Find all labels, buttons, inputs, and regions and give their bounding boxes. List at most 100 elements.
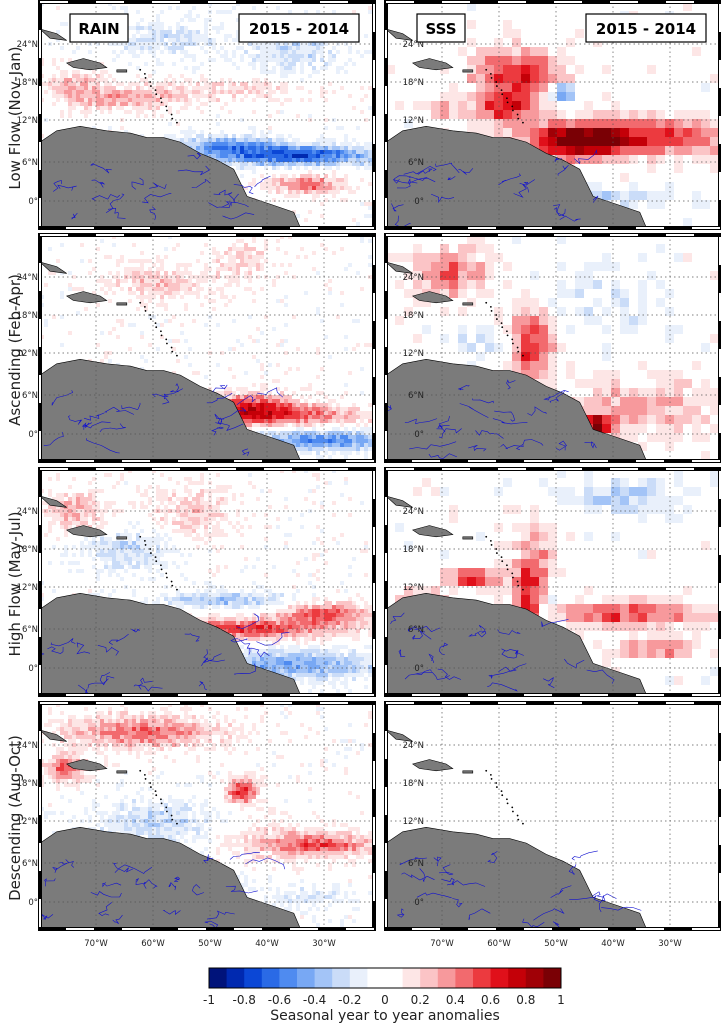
anomaly-cell: [276, 62, 280, 66]
anomaly-cell: [300, 435, 304, 439]
anomaly-cell: [108, 98, 112, 102]
anomaly-cell: [620, 307, 629, 316]
puerto-rico-land: [462, 302, 474, 306]
anomaly-cell: [288, 605, 292, 609]
anomaly-cell: [320, 419, 324, 423]
anomaly-cell: [248, 182, 252, 186]
anomaly-cell: [344, 267, 348, 271]
anomaly-cell: [521, 119, 530, 128]
anomaly-cell: [494, 56, 503, 65]
anomaly-cell: [308, 573, 312, 577]
anomaly-cell: [300, 451, 304, 455]
island-dot: [489, 305, 492, 308]
anomaly-cell: [296, 54, 300, 58]
anomaly-cell: [72, 493, 76, 497]
anomaly-cell: [272, 50, 276, 54]
anomaly-cell: [422, 253, 431, 262]
anomaly-cell: [284, 323, 288, 327]
anomaly-cell: [611, 397, 620, 406]
anomaly-cell: [244, 411, 248, 415]
anomaly-cell: [638, 388, 647, 397]
anomaly-cell: [260, 50, 264, 54]
anomaly-cell: [316, 46, 320, 50]
anomaly-cell: [216, 473, 220, 477]
anomaly-cell: [264, 239, 268, 243]
anomaly-cell: [620, 191, 629, 200]
anomaly-cell: [184, 98, 188, 102]
anomaly-cell: [288, 517, 292, 521]
anomaly-cell: [284, 142, 288, 146]
anomaly-cell: [160, 299, 164, 303]
anomaly-cell: [340, 150, 344, 154]
anomaly-cell: [224, 593, 228, 597]
anomaly-cell: [292, 194, 296, 198]
anomaly-cell: [180, 38, 184, 42]
anomaly-cell: [236, 629, 240, 633]
anomaly-cell: [192, 146, 196, 150]
anomaly-cell: [96, 573, 100, 577]
anomaly-cell: [92, 86, 96, 90]
anomaly-cell: [268, 403, 272, 407]
anomaly-cell: [304, 613, 308, 617]
anomaly-cell: [332, 443, 336, 447]
anomaly-cell: [264, 383, 268, 387]
anomaly-cell: [276, 625, 280, 629]
anomaly-cell: [316, 633, 320, 637]
anomaly-cell: [272, 399, 276, 403]
anomaly-cell: [44, 323, 48, 327]
anomaly-cell: [467, 2, 476, 11]
anomaly-cell: [356, 431, 360, 435]
anomaly-cell: [344, 162, 348, 166]
anomaly-cell: [248, 403, 252, 407]
anomaly-cell: [296, 50, 300, 54]
anomaly-cell: [248, 263, 252, 267]
anomaly-cell: [220, 497, 224, 501]
anomaly-cell: [292, 423, 296, 427]
anomaly-cell: [240, 162, 244, 166]
anomaly-cell: [200, 34, 204, 38]
anomaly-cell: [647, 271, 656, 280]
anomaly-cell: [530, 65, 539, 74]
anomaly-cell: [602, 146, 611, 155]
anomaly-cell: [176, 549, 180, 553]
anomaly-cell: [252, 407, 256, 411]
anomaly-cell: [485, 65, 494, 74]
anomaly-cell: [196, 90, 200, 94]
anomaly-cell: [344, 589, 348, 593]
anomaly-cell: [312, 174, 316, 178]
anomaly-cell: [268, 162, 272, 166]
anomaly-cell: [140, 86, 144, 90]
anomaly-cell: [328, 287, 332, 291]
anomaly-cell: [312, 70, 316, 74]
anomaly-cell: [228, 150, 232, 154]
anomaly-cell: [92, 70, 96, 74]
anomaly-cell: [136, 537, 140, 541]
island-dot: [139, 68, 142, 71]
anomaly-cell: [264, 513, 268, 517]
anomaly-cell: [164, 279, 168, 283]
anomaly-cell: [188, 38, 192, 42]
anomaly-cell: [340, 443, 344, 447]
anomaly-cell: [276, 411, 280, 415]
anomaly-cell: [172, 82, 176, 86]
anomaly-cell: [288, 166, 292, 170]
anomaly-cell: [593, 298, 602, 307]
anomaly-cell: [212, 517, 216, 521]
anomaly-cell: [316, 455, 320, 459]
anomaly-cell: [132, 323, 136, 327]
anomaly-cell: [276, 387, 280, 391]
anomaly-cell: [304, 54, 308, 58]
anomaly-cell: [180, 98, 184, 102]
anomaly-cell: [240, 343, 244, 347]
anomaly-cell: [280, 86, 284, 90]
anomaly-cell: [204, 541, 208, 545]
anomaly-cell: [152, 553, 156, 557]
map-panel-sss-2: 24°N18°N12°N6°N0°: [384, 233, 721, 463]
anomaly-cell: [92, 593, 96, 597]
anomaly-cell: [248, 473, 252, 477]
anomaly-cell: [260, 395, 264, 399]
anomaly-cell: [272, 617, 276, 621]
anomaly-cell: [296, 561, 300, 565]
anomaly-cell: [176, 110, 180, 114]
anomaly-cell: [264, 86, 268, 90]
